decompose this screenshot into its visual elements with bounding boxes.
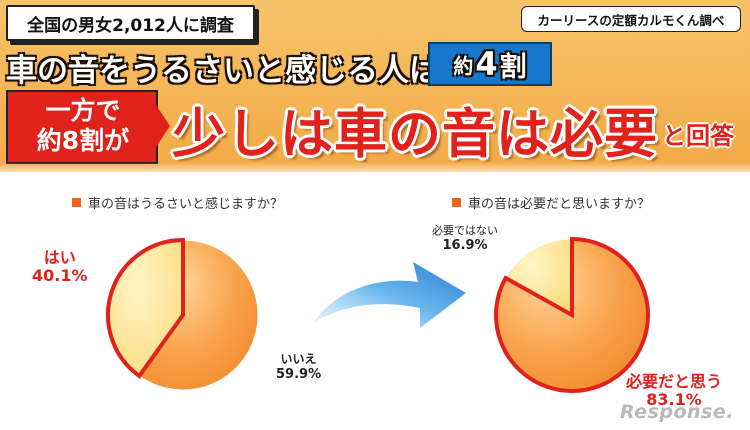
conclusion-main: 少しは車の音は必要 xyxy=(172,104,658,165)
header-banner: 全国の男女2,012人に調査 カーリースの定額カルモくん調べ 車の音をうるさいと… xyxy=(0,0,750,172)
pie2-needed-label-value: 83.1% xyxy=(646,390,702,409)
question-1-title: 車の音はうるさいと感じますか？ xyxy=(72,193,283,212)
pie1-no-label: いいえ 59.9% xyxy=(276,352,321,382)
pie2-not-needed-label-value: 16.9% xyxy=(442,238,488,253)
sub-headline-box: 一方で 約8割が xyxy=(6,90,170,164)
pie-chart-necessity xyxy=(494,236,650,393)
pie-slice-いいえ xyxy=(138,239,259,391)
pie1-no-label-value: 59.9% xyxy=(276,367,322,382)
badge-unit: 割 xyxy=(499,51,527,83)
pie-slice-必要だと思う xyxy=(494,236,650,393)
pie1-yes-label-value: 40.1% xyxy=(32,266,88,285)
sub-headline-line1: 一方で xyxy=(45,96,121,125)
pie2-not-needed-label-name: 必要ではない xyxy=(432,224,498,237)
question-2-title: 車の音は必要だと思いますか？ xyxy=(452,193,650,212)
square-bullet-icon xyxy=(452,198,461,207)
pie-chart-noise xyxy=(106,237,259,391)
headline-text: 車の音をうるさいと感じる人は xyxy=(6,53,440,89)
response-logo: Response. xyxy=(620,401,734,423)
pie1-yes-label: はい 40.1% xyxy=(32,249,88,285)
source-label: カーリースの定額カルモくん調べ xyxy=(521,6,741,32)
pie-slice-はい xyxy=(106,237,185,379)
question-2-text: 車の音は必要だと思いますか？ xyxy=(468,197,651,212)
conclusion-tail: と回答 xyxy=(662,122,734,150)
square-bullet-icon xyxy=(72,198,81,207)
badge-number: 4 xyxy=(475,45,498,83)
curved-arrow-icon xyxy=(314,262,466,328)
pie1-yes-label-name: はい xyxy=(43,248,76,267)
pie1-no-label-name: いいえ xyxy=(280,352,317,366)
badge-approx: 約 xyxy=(453,53,474,78)
pie2-needed-label: 必要だと思う 83.1% xyxy=(626,373,722,409)
pie2-needed-label-name: 必要だと思う xyxy=(626,372,723,391)
pie-slice-必要ではない xyxy=(504,238,573,316)
pie2-not-needed-label: 必要ではない 16.9% xyxy=(432,223,498,253)
headline-badge: 約 4 割 xyxy=(428,42,552,86)
sub-headline-line2: 約8割が xyxy=(36,126,130,155)
question-1-text: 車の音はうるさいと感じますか？ xyxy=(88,197,284,212)
survey-size-label: 全国の男女2,012人に調査 xyxy=(6,5,255,41)
